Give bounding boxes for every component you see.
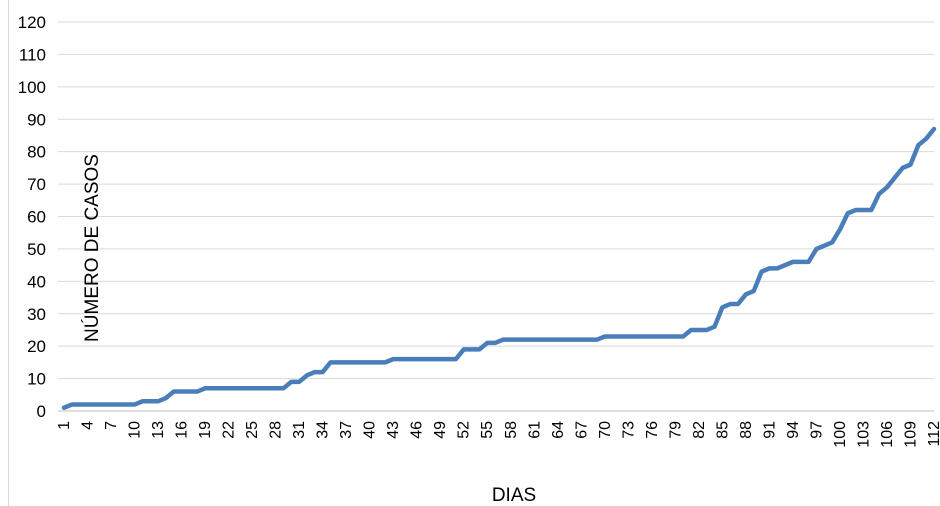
y-tick-label: 120	[18, 13, 46, 32]
y-tick-label: 0	[37, 402, 46, 421]
y-tick-label: 40	[27, 272, 46, 291]
x-tick-label: 103	[855, 421, 872, 448]
x-tick-label: 88	[738, 421, 755, 439]
x-tick-label: 13	[150, 421, 167, 439]
x-tick-label: 40	[362, 421, 379, 439]
x-tick-label: 28	[268, 421, 285, 439]
x-tick-label: 85	[714, 421, 731, 439]
y-tick-label: 30	[27, 305, 46, 324]
x-tick-label: 49	[432, 421, 449, 439]
x-axis-ticks: 1 4 7 10 13 16 19 22 25 28 31 34 37 40 43 46 49 52 55 58 61 6…	[56, 421, 940, 448]
series-layer	[61, 126, 937, 411]
y-tick-label: 50	[27, 240, 46, 259]
x-tick-label: 61	[526, 421, 543, 439]
x-tick-label: 109	[902, 421, 919, 448]
x-axis-title: DIAS	[492, 485, 536, 506]
series-line	[61, 126, 937, 411]
y-axis-title: NÚMERO DE CASOS	[81, 154, 103, 342]
x-tick-label: 82	[691, 421, 708, 439]
y-tick-label: 110	[19, 45, 46, 64]
x-tick-label: 22	[221, 421, 238, 439]
y-axis-ticks: 0 10 20 30 40 50 60 70 80 90 100 110 120	[18, 13, 46, 421]
x-tick-label: 16	[174, 421, 191, 439]
x-tick-label: 55	[479, 421, 496, 439]
x-tick-label: 67	[573, 421, 590, 439]
x-tick-label: 106	[879, 421, 896, 448]
x-tick-label: 94	[785, 421, 802, 439]
x-tick-label: 97	[808, 421, 825, 439]
y-tick-label: 60	[27, 208, 46, 227]
x-tick-label: 46	[409, 421, 426, 439]
x-tick-label: 64	[550, 421, 567, 439]
x-tick-label: 1	[56, 421, 73, 430]
x-tick-label: 100	[832, 421, 849, 448]
y-tick-label: 80	[27, 143, 46, 162]
x-tick-label: 34	[315, 421, 332, 439]
x-tick-label: 37	[338, 421, 355, 439]
x-tick-label: 112	[926, 421, 940, 447]
x-tick-label: 19	[197, 421, 214, 439]
x-tick-label: 76	[644, 421, 661, 439]
x-tick-label: 43	[385, 421, 402, 439]
x-tick-label: 58	[503, 421, 520, 439]
y-tick-label: 100	[18, 78, 46, 97]
y-tick-label: 90	[27, 110, 46, 129]
x-tick-label: 91	[761, 421, 778, 439]
x-tick-label: 31	[291, 421, 308, 439]
x-tick-label: 73	[620, 421, 637, 439]
x-tick-label: 25	[244, 421, 261, 439]
y-tick-label: 20	[27, 337, 46, 356]
x-tick-label: 10	[127, 421, 144, 439]
x-tick-label: 79	[667, 421, 684, 439]
x-tick-label: 70	[597, 421, 614, 439]
gridlines	[58, 21, 934, 412]
x-tick-label: 7	[103, 421, 120, 430]
x-tick-label: 4	[80, 421, 97, 430]
y-tick-label: 10	[27, 370, 46, 389]
y-tick-label: 70	[27, 175, 46, 194]
x-tick-label: 52	[456, 421, 473, 439]
